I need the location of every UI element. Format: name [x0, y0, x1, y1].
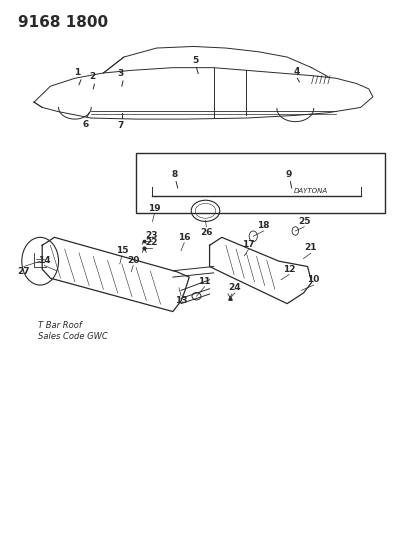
Text: 13: 13: [175, 296, 187, 305]
Text: 23: 23: [145, 231, 158, 240]
Text: 3: 3: [118, 69, 124, 78]
Text: 27: 27: [18, 268, 30, 276]
Text: 2: 2: [89, 72, 95, 82]
Text: 26: 26: [200, 228, 212, 237]
Text: 25: 25: [298, 217, 311, 226]
Text: 18: 18: [257, 221, 270, 230]
Text: 12: 12: [283, 265, 296, 273]
Text: 21: 21: [305, 244, 317, 253]
Text: 16: 16: [178, 233, 191, 242]
Text: 11: 11: [199, 277, 211, 286]
Text: 5: 5: [193, 56, 199, 65]
Text: 22: 22: [145, 238, 158, 247]
Text: 7: 7: [118, 120, 124, 130]
Text: 24: 24: [229, 283, 241, 292]
Text: T Bar Roof
Sales Code GWC: T Bar Roof Sales Code GWC: [38, 320, 108, 341]
Text: 14: 14: [38, 256, 51, 265]
Text: 9: 9: [286, 170, 292, 179]
Text: 6: 6: [83, 119, 89, 128]
Text: 1: 1: [74, 68, 80, 77]
Bar: [136, 152, 385, 214]
Text: 15: 15: [115, 246, 128, 255]
Text: 9168 1800: 9168 1800: [18, 14, 108, 30]
Text: 8: 8: [172, 170, 178, 179]
Text: 17: 17: [242, 240, 255, 249]
Text: 4: 4: [293, 67, 300, 76]
Text: 10: 10: [307, 275, 320, 284]
Text: DAYTONA: DAYTONA: [294, 188, 328, 195]
Text: 19: 19: [148, 204, 161, 213]
Text: 20: 20: [127, 256, 139, 265]
